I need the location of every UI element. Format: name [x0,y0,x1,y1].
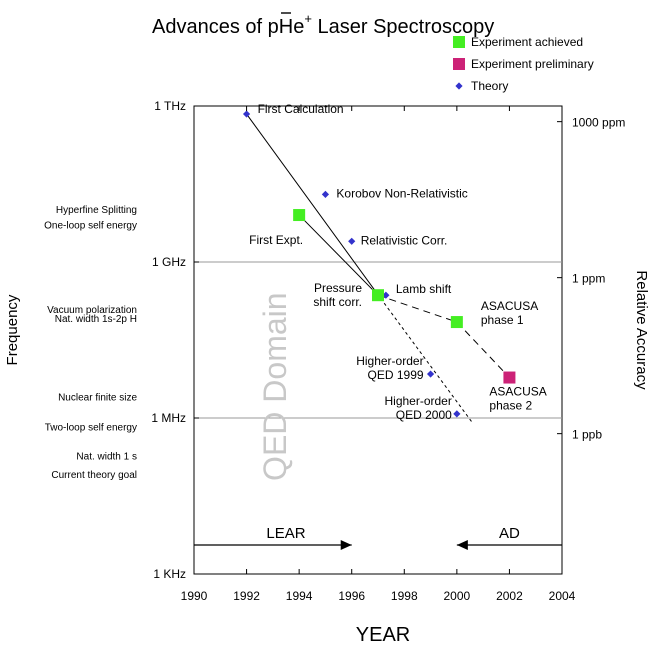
side-label-0: Hyperfine Splitting [56,205,137,216]
point-0-5 [453,410,461,418]
point-1-0 [293,209,306,222]
chart-title: Advances of pHe+ Laser Spectroscopy [152,11,494,38]
trend-line-4 [456,321,510,378]
point-1-1 [372,289,384,302]
x-tick-label-5: 2000 [444,589,471,603]
legend: Experiment achieved Experiment preliminar… [453,35,594,93]
trend-line-3 [377,294,458,323]
y-tick-label-right-1: 1 ppm [572,272,605,286]
point-label-0-3: Lamb shift [396,282,452,296]
y-tick-label-left-2: 1 MHz [151,411,186,425]
point-label-0-2: Relativistic Corr. [361,233,448,247]
x-tick-label-7: 2004 [549,589,576,603]
point-label-0-0: First Calculation [258,102,344,116]
era-label-1: AD [499,525,520,542]
x-tick-label-2: 1994 [286,589,313,603]
data-points [242,110,516,418]
trend-line-1 [380,298,474,424]
point-label-0-5: Higher-order QED 2000 [384,394,452,422]
point-label-0-1: Korobov Non-Relativistic [336,186,467,200]
legend-label-2: Theory [471,79,508,93]
x-tick-label-1: 1992 [233,589,260,603]
plot-frame [193,105,563,575]
point-label-1-1: Pressure shift corr. [313,281,362,309]
era-arrows: LEAR AD [194,525,562,550]
era-label-0: LEAR [266,525,305,542]
qed-domain-group: QED Domain [257,292,293,481]
point-label-1-0: First Expt. [249,233,303,247]
title-pbar: p [268,16,279,38]
y-tick-label-left-1: 1 GHz [152,255,186,269]
x-tick-label-3: 1996 [338,589,365,603]
side-label-2: Vacuum polarization [47,305,137,316]
x-tick-label-0: 1990 [181,589,208,603]
point-0-2 [348,237,356,245]
gridlines [194,261,562,419]
point-0-1 [321,190,330,198]
point-0-3 [382,291,390,299]
legend-label-0: Experiment achieved [471,35,583,49]
point-2-0 [503,371,516,384]
legend-marker-0 [453,36,465,48]
legend-marker-1 [453,58,465,70]
era-arrow-head-0 [340,540,352,550]
x-tick-label-6: 2002 [496,589,523,603]
y-tick-label-left-0: 1 THz [154,99,186,113]
trend-lines [246,113,510,424]
legend-label-1: Experiment preliminary [471,57,594,71]
y-tick-label-right-2: 1 ppb [572,428,602,442]
side-label-4: Nuclear finite size [58,392,137,403]
x-axis-label: YEAR [356,624,410,646]
trend-line-2 [298,214,379,296]
side-label-7: Current theory goal [51,470,137,481]
legend-marker-2 [455,82,463,90]
point-1-2 [450,316,463,329]
era-arrow-head-1 [456,540,468,550]
trend-line-0 [246,113,382,299]
side-label-6: Nat. width 1 s [76,452,137,463]
right-axis-ticks: 1000 ppm 1 ppm 1 ppb [557,116,625,442]
side-label-5: Two-loop self energy [45,423,137,434]
y-tick-label-right-0: 1000 ppm [572,116,625,130]
point-0-0 [242,110,251,118]
side-labels: Hyperfine Splitting One-loop self energy V… [44,205,137,481]
left-axis-ticks: 1 THz 1 GHz 1 MHz 1 KHz [151,99,199,581]
side-label-1: One-loop self energy [44,221,137,232]
x-tick-label-4: 1998 [391,589,418,603]
y-axis-label-left: Frequency [4,294,21,365]
point-label-2-0: ASACUSA phase 2 [489,385,546,413]
point-0-4 [426,370,435,378]
point-label-1-2: ASACUSA phase 1 [481,299,538,327]
side-label-3: Nat. width 1s-2p H [55,314,137,325]
point-label-0-4: Higher-order QED 1999 [356,354,424,382]
y-tick-label-left-3: 1 KHz [153,567,186,581]
x-axis-ticks: 1990 1992 1994 1996 1998 2000 2002 2004 [181,106,576,603]
qed-domain-label: QED Domain [257,292,293,481]
y-axis-label-right: Relative Accuracy [633,270,650,390]
point-annotations: First Calculation Korobov Non-Relativisti… [249,102,547,422]
